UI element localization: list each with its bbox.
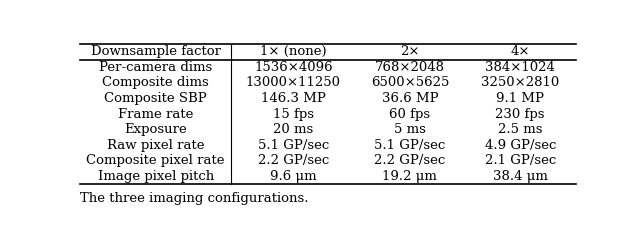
Text: Composite SBP: Composite SBP: [104, 92, 207, 105]
Text: 1536×4096: 1536×4096: [254, 61, 333, 74]
Text: 60 fps: 60 fps: [389, 108, 431, 120]
Text: 768×2048: 768×2048: [375, 61, 445, 74]
Text: 2.5 ms: 2.5 ms: [498, 123, 543, 136]
Text: 1× (none): 1× (none): [260, 45, 326, 58]
Text: 384×1024: 384×1024: [485, 61, 555, 74]
Text: 13000×11250: 13000×11250: [246, 76, 340, 89]
Text: The three imaging configurations.: The three imaging configurations.: [80, 192, 308, 205]
Text: 4.9 GP/sec: 4.9 GP/sec: [484, 139, 556, 152]
Text: 2×: 2×: [400, 45, 420, 58]
Text: 20 ms: 20 ms: [273, 123, 314, 136]
Text: 146.3 MP: 146.3 MP: [261, 92, 326, 105]
Text: 6500×5625: 6500×5625: [371, 76, 449, 89]
Text: 2.2 GP/sec: 2.2 GP/sec: [374, 154, 445, 167]
Text: 9.1 MP: 9.1 MP: [496, 92, 544, 105]
Text: 36.6 MP: 36.6 MP: [381, 92, 438, 105]
Text: Per-camera dims: Per-camera dims: [99, 61, 212, 74]
Text: Frame rate: Frame rate: [118, 108, 193, 120]
Text: Exposure: Exposure: [124, 123, 187, 136]
Text: 4×: 4×: [511, 45, 530, 58]
Text: 38.4 μm: 38.4 μm: [493, 170, 548, 183]
Text: Image pixel pitch: Image pixel pitch: [97, 170, 214, 183]
Text: 9.6 μm: 9.6 μm: [270, 170, 317, 183]
Text: 5.1 GP/sec: 5.1 GP/sec: [374, 139, 445, 152]
Text: 5 ms: 5 ms: [394, 123, 426, 136]
Text: Composite pixel rate: Composite pixel rate: [86, 154, 225, 167]
Text: 2.1 GP/sec: 2.1 GP/sec: [484, 154, 556, 167]
Text: 230 fps: 230 fps: [495, 108, 545, 120]
Text: Downsample factor: Downsample factor: [91, 45, 221, 58]
Text: 5.1 GP/sec: 5.1 GP/sec: [258, 139, 329, 152]
Text: 3250×2810: 3250×2810: [481, 76, 559, 89]
Text: Composite dims: Composite dims: [102, 76, 209, 89]
Text: 15 fps: 15 fps: [273, 108, 314, 120]
Text: 2.2 GP/sec: 2.2 GP/sec: [258, 154, 329, 167]
Text: Raw pixel rate: Raw pixel rate: [107, 139, 204, 152]
Text: 19.2 μm: 19.2 μm: [383, 170, 437, 183]
